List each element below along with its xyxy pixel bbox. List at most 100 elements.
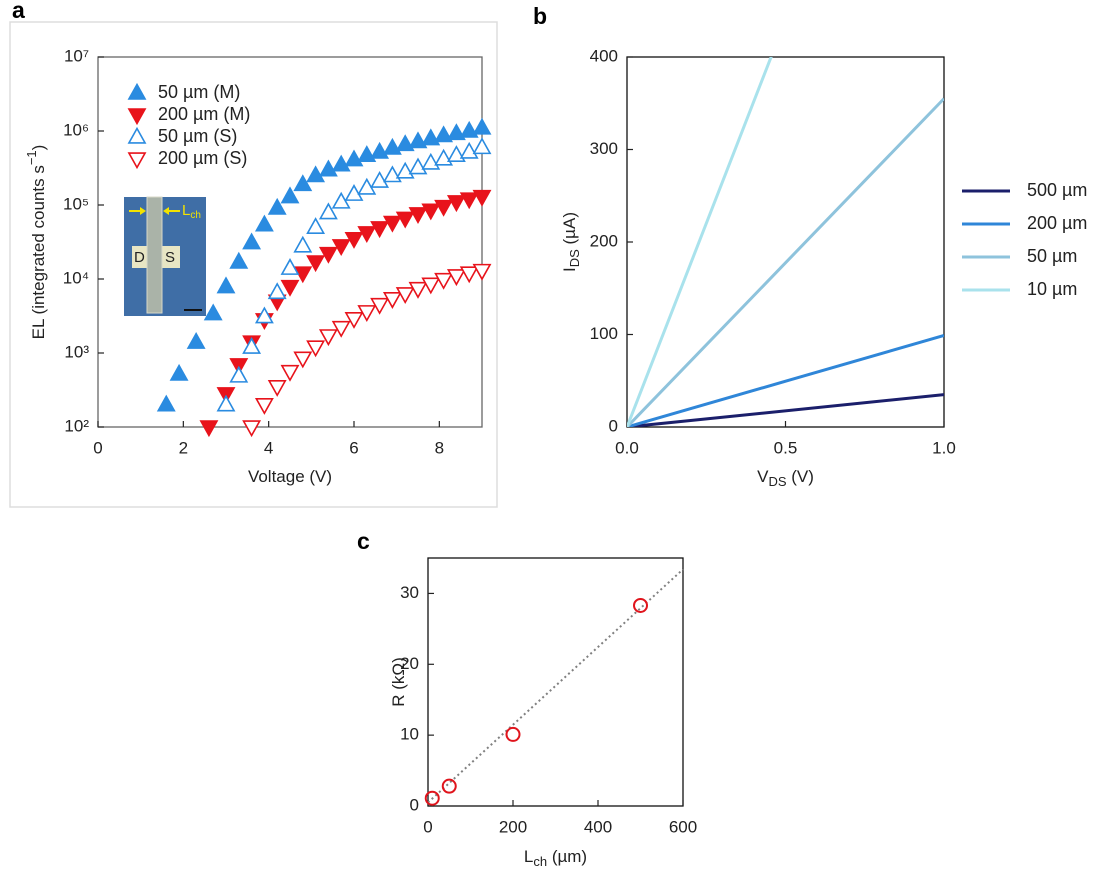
- y-tick-label: 10⁵: [63, 194, 89, 213]
- inset-label: S: [165, 249, 175, 266]
- y-tick-label: 200: [590, 231, 618, 250]
- x-tick-label: 0.5: [774, 438, 798, 457]
- point: [395, 134, 415, 152]
- legend-label: 200 µm: [1027, 213, 1087, 233]
- y-tick-label: 300: [590, 139, 618, 158]
- point: [382, 292, 402, 309]
- point: [434, 199, 454, 217]
- axis-label-part: DS: [768, 474, 786, 489]
- point: [424, 790, 440, 806]
- point: [254, 306, 274, 324]
- axis-label-part: ch: [533, 854, 547, 869]
- point: [293, 235, 313, 253]
- inset-label: Lch: [182, 202, 201, 221]
- point: [267, 282, 287, 300]
- legend-marker: [127, 108, 147, 126]
- point: [293, 174, 313, 192]
- y-tick-label: 0: [410, 795, 419, 814]
- legend-label: 200 µm (S): [158, 148, 247, 168]
- point: [216, 276, 236, 294]
- point: [242, 337, 262, 354]
- x-tick-label: 4: [264, 438, 273, 457]
- legend-marker: [127, 82, 147, 100]
- y-tick-label: 100: [590, 324, 618, 343]
- point: [318, 246, 338, 264]
- y-tick-label: 10³: [64, 342, 89, 361]
- y-tick-label: 20: [400, 654, 419, 673]
- y-tick-label: 10²: [64, 416, 89, 435]
- x-tick-label: 200: [499, 817, 527, 836]
- axis-label-part: EL (integrated counts s: [29, 165, 48, 339]
- axis-label-part: L: [524, 847, 533, 866]
- legend-marker: [127, 126, 147, 144]
- legend-label: 500 µm: [1027, 180, 1087, 200]
- axis-label-part: I: [560, 267, 579, 272]
- panel-label: b: [533, 3, 547, 29]
- axis-label-part: DS: [567, 249, 582, 267]
- axis-label-part: (µm): [547, 847, 587, 866]
- axis-label: EL (integrated counts s−1): [24, 145, 48, 340]
- plot-area: [97, 56, 483, 428]
- x-tick-label: 1.0: [932, 438, 956, 457]
- axis-label: VDS (V): [757, 467, 814, 489]
- point: [169, 363, 189, 381]
- point: [505, 726, 521, 742]
- x-tick-label: 0.0: [615, 438, 639, 457]
- point: [254, 397, 274, 415]
- point: [216, 394, 236, 412]
- legend-label: 50 µm: [1027, 246, 1077, 266]
- inset: D S Lch: [124, 196, 206, 316]
- point: [344, 231, 364, 249]
- x-tick-label: 0: [423, 817, 432, 836]
- legend-label: 10 µm: [1027, 279, 1077, 299]
- arrow-head: [140, 207, 146, 215]
- axis-label: Lch (µm): [524, 847, 587, 869]
- axis-label-part: −1: [24, 150, 39, 165]
- point: [472, 137, 492, 155]
- point: [434, 125, 454, 143]
- point: [229, 365, 249, 383]
- inset-label: D: [134, 249, 145, 266]
- point: [408, 157, 428, 175]
- axis-label-part: V: [757, 467, 769, 486]
- x-tick-label: 400: [584, 817, 612, 836]
- point: [459, 141, 479, 159]
- point: [344, 184, 364, 201]
- point: [395, 287, 415, 304]
- legend-label: 50 µm (M): [158, 82, 240, 102]
- x-tick-label: 600: [669, 817, 697, 836]
- point: [421, 203, 441, 221]
- axis-label: IDS (µA): [560, 212, 582, 272]
- point: [446, 195, 466, 213]
- point: [186, 332, 206, 349]
- point: [280, 186, 300, 204]
- y-tick-label: 10⁷: [64, 46, 89, 65]
- point: [459, 120, 479, 138]
- line: [627, 97, 944, 427]
- inset-label-sub: ch: [190, 210, 201, 221]
- axis-label-part: R (kΩ): [389, 657, 408, 707]
- point: [306, 165, 326, 183]
- point: [382, 215, 402, 233]
- point: [306, 340, 326, 358]
- plot-area: [626, 56, 945, 428]
- x-tick-label: 2: [179, 438, 188, 457]
- y-tick-label: 0: [609, 416, 618, 435]
- point: [331, 239, 351, 257]
- axis-label: R (kΩ): [389, 657, 408, 707]
- point: [472, 263, 492, 281]
- point: [370, 297, 390, 315]
- point: [229, 251, 249, 269]
- point: [421, 277, 441, 295]
- point: [446, 123, 466, 141]
- point: [242, 420, 262, 438]
- axis-label-part: (µA): [560, 212, 579, 249]
- point: [370, 221, 390, 239]
- point: [331, 320, 351, 338]
- panel-label: c: [357, 528, 370, 554]
- y-tick-label: 400: [590, 46, 618, 65]
- point: [459, 192, 479, 210]
- point: [344, 312, 364, 329]
- y-tick-label: 10: [400, 725, 419, 744]
- point: [395, 211, 415, 229]
